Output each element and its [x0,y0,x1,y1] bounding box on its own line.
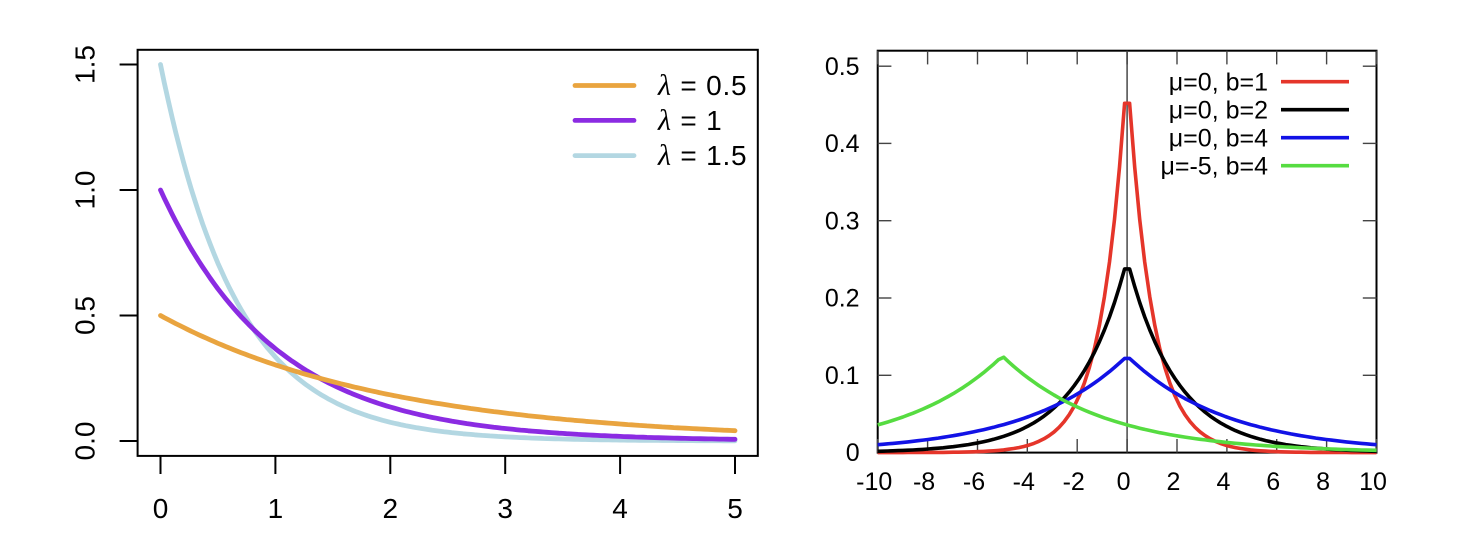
svg-text:0.4: 0.4 [825,130,860,158]
svg-text:1.5: 1.5 [69,45,100,84]
svg-text:4: 4 [1216,468,1230,496]
svg-text:3: 3 [497,493,513,524]
svg-text:0: 0 [846,439,860,467]
svg-text:0: 0 [1117,468,1131,496]
svg-text:0.5: 0.5 [69,296,100,335]
svg-text:1.0: 1.0 [69,171,100,210]
svg-text:0.5: 0.5 [825,53,860,81]
svg-text:-6: -6 [963,468,985,496]
svg-text:-8: -8 [913,468,935,496]
svg-text:1: 1 [268,493,284,524]
svg-text:-10: -10 [856,468,892,496]
svg-text:5: 5 [727,493,743,524]
svg-text:4: 4 [612,493,628,524]
svg-text:0.1: 0.1 [825,362,860,390]
svg-text:μ=0, b=1: μ=0, b=1 [1169,68,1268,96]
svg-text:0: 0 [153,493,169,524]
svg-text:λ = 0.5: λ = 0.5 [657,69,747,102]
svg-text:0.3: 0.3 [825,207,860,235]
svg-text:10: 10 [1359,468,1387,496]
svg-text:2: 2 [383,493,399,524]
svg-text:0.2: 0.2 [825,285,860,313]
svg-text:2: 2 [1167,468,1181,496]
svg-text:-2: -2 [1063,468,1085,496]
svg-text:μ=0, b=4: μ=0, b=4 [1169,124,1268,152]
svg-text:6: 6 [1266,468,1280,496]
svg-text:μ=0, b=2: μ=0, b=2 [1169,96,1268,124]
svg-text:8: 8 [1316,468,1330,496]
svg-text:μ=-5, b=4: μ=-5, b=4 [1160,152,1268,180]
svg-text:0.0: 0.0 [69,422,100,461]
svg-text:λ = 1: λ = 1 [657,104,722,137]
svg-text:-4: -4 [1013,468,1035,496]
svg-text:λ = 1.5: λ = 1.5 [657,139,747,172]
